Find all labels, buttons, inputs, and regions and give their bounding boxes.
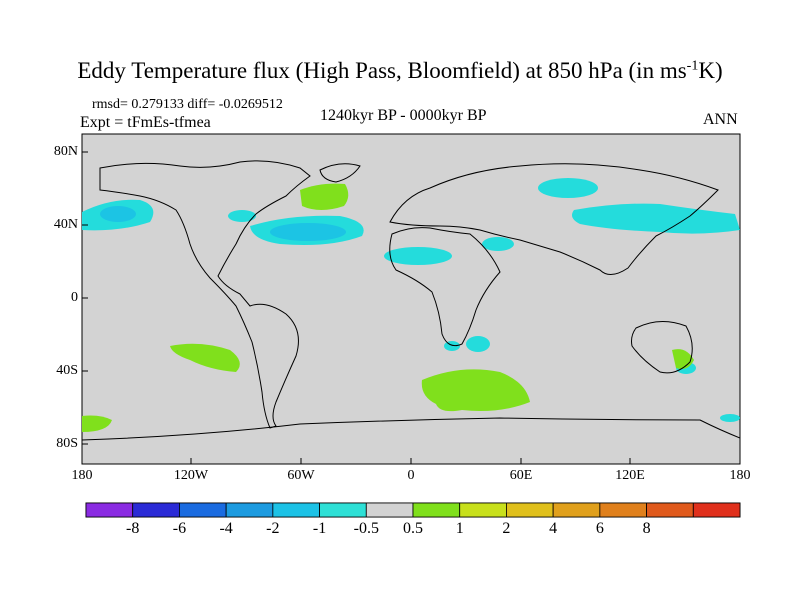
anomaly-southwest-pacific <box>82 415 112 432</box>
anomaly-north-pacific-core <box>100 206 136 222</box>
colorbar <box>85 502 741 518</box>
colorbar-box-9 <box>506 502 554 518</box>
anomaly-southern-ocean-east <box>720 414 740 422</box>
coast-greenland <box>319 163 361 183</box>
experiment-label: Expt = tFmEs-tfmea <box>80 114 211 131</box>
colorbar-tick-label: -4 <box>219 520 233 537</box>
lon-label-180e: 180 <box>729 468 751 483</box>
coast-australia <box>631 321 693 374</box>
coastlines <box>82 160 740 441</box>
lon-label-60w: 60W <box>287 468 315 483</box>
anomaly-gulf-stream <box>228 210 256 222</box>
colorbar-box-2 <box>179 502 227 518</box>
colorbar-box-1 <box>132 502 180 518</box>
period-label: 1240kyr BP - 0000kyr BP <box>320 107 487 124</box>
anomaly-siberia <box>538 178 598 198</box>
colorbar-tick-label: -6 <box>172 520 187 537</box>
colorbar-box-12 <box>646 502 694 518</box>
anomaly-south-atlantic-small <box>444 341 460 351</box>
colorbar-tick-label: 8 <box>642 520 651 537</box>
axis-ticks <box>82 151 631 464</box>
anomaly-labrador <box>300 183 349 210</box>
lat-label-40n: 40N <box>53 217 78 232</box>
lon-label-120w: 120W <box>173 468 209 483</box>
anomaly-east-asia <box>572 203 740 234</box>
colorbar-box-11 <box>599 502 647 518</box>
coast-antarctica <box>82 417 740 441</box>
plot-title: Eddy Temperature flux (High Pass, Bloomf… <box>77 58 723 83</box>
colorbar-tick-label: -2 <box>266 520 280 537</box>
stats-label: rmsd= 0.279133 diff= -0.0269512 <box>92 97 283 112</box>
coast-eurasia <box>389 163 719 275</box>
lat-label-40s: 40S <box>56 363 78 378</box>
colorbar-box-10 <box>552 502 601 518</box>
colorbar-tick-label: 4 <box>549 520 558 537</box>
map-frame <box>81 133 741 465</box>
anomaly-north-atlantic-core <box>270 223 346 241</box>
colorbar-box-13 <box>692 502 741 518</box>
lat-label-80n: 80N <box>53 144 78 159</box>
anomaly-south-pacific <box>170 343 240 372</box>
anomaly-middle-east <box>482 237 514 251</box>
coast-africa <box>389 227 501 347</box>
colorbar-tick-label: 6 <box>595 520 604 537</box>
lat-label-0: 0 <box>71 290 78 305</box>
colorbar-box-3 <box>225 502 274 518</box>
anomaly-sahara <box>384 247 452 265</box>
colorbar-tick-label: -1 <box>312 520 327 537</box>
anomaly-south-africa <box>466 336 490 352</box>
colorbar-tick-label: 1 <box>455 520 464 537</box>
colorbar-tick-label: -0.5 <box>353 520 379 537</box>
lon-label-60e: 60E <box>509 468 533 483</box>
lat-label-80s: 80S <box>56 436 78 451</box>
lon-label-120e: 120E <box>615 468 645 483</box>
colorbar-box-5 <box>319 502 367 518</box>
lon-label-0: 0 <box>407 468 415 483</box>
colorbar-box-0 <box>85 502 134 518</box>
colorbar-box-8 <box>459 502 507 518</box>
lon-label-180w: 180 <box>71 468 93 483</box>
colorbar-tick-label: -8 <box>126 520 140 537</box>
season-label: ANN <box>703 111 738 128</box>
colorbar-box-7 <box>412 502 461 518</box>
colorbar-box-4 <box>272 502 320 518</box>
coast-americas <box>99 160 311 429</box>
colorbar-tick-label: 2 <box>502 520 511 537</box>
anomaly-south-indian <box>421 369 530 412</box>
colorbar-box-6 <box>365 502 414 518</box>
colorbar-tick-label: 0.5 <box>403 520 423 537</box>
